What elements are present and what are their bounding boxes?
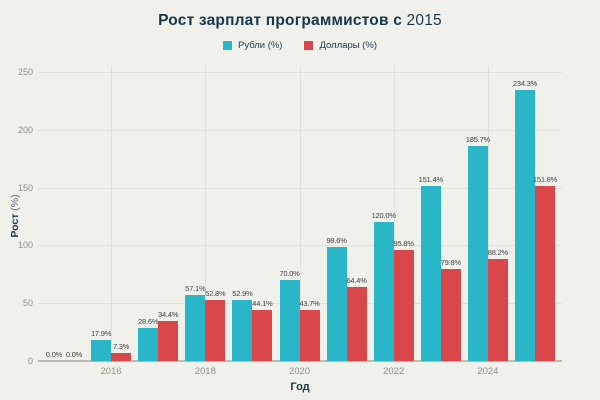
x-tick-2024: 2024 (477, 366, 499, 377)
rubles-swatch-icon (223, 41, 232, 50)
legend-label-rubles: Рубли (%) (238, 40, 283, 51)
x-tick-2020: 2020 (288, 366, 311, 377)
bar-rubles-2017 (138, 327, 159, 361)
dollars-swatch-icon (304, 41, 314, 50)
x-axis-baseline (38, 360, 562, 362)
y-tick-0: 0 (27, 356, 33, 366)
gridline-x-2018 (205, 66, 206, 361)
bar-label-rubles-2020: 70.0% (279, 269, 300, 279)
bar-label-rubles-2015: 0.0% (45, 350, 63, 359)
chart-title: Рост зарплат программистов с 2015 (0, 12, 600, 30)
bar-dollars-2016 (111, 352, 132, 361)
bar-label-dollars-2022: 95.8% (393, 239, 414, 249)
gridline-x-2022 (394, 66, 395, 361)
bar-label-rubles-2022: 120.0% (371, 211, 396, 221)
bar-label-rubles-2021: 98.6% (326, 236, 347, 246)
bar-rubles-2020 (279, 280, 300, 361)
bar-label-dollars-2023: 79.8% (440, 257, 461, 267)
bar-label-rubles-2018: 57.1% (185, 283, 206, 293)
x-tick-2016: 2016 (100, 366, 122, 377)
bar-label-rubles-2017: 28.6% (138, 316, 159, 326)
bar-dollars-2024 (487, 259, 508, 361)
bar-label-dollars-2019: 44.1% (252, 299, 273, 309)
bar-label-dollars-2020: 43.7% (299, 299, 320, 309)
bar-label-rubles-2016: 17.9% (90, 329, 112, 339)
bar-label-rubles-2024: 185.7% (465, 135, 491, 145)
bar-rubles-2019 (232, 299, 253, 361)
bar-dollars-2022 (393, 250, 414, 361)
bar-label-rubles-2023: 151.4% (418, 174, 443, 184)
bar-dollars-2020 (299, 310, 320, 361)
legend: Рубли (%) Доллары (%) (0, 40, 600, 51)
x-tick-2018: 2018 (194, 366, 216, 377)
bar-label-rubles-2019: 52.9% (232, 288, 253, 298)
bar-dollars-2023 (440, 268, 461, 361)
gridline-x-2020 (300, 66, 301, 361)
legend-item-rubles: Рубли (%) (223, 40, 282, 51)
bar-label-dollars-2015: 0.0% (65, 350, 83, 359)
bar-label-dollars-2016: 7.3% (112, 341, 130, 351)
gridline-x-2024 (488, 66, 489, 361)
chart-title-main: Рост зарплат программистов с (158, 12, 403, 29)
bar-label-dollars-2024: 88.2% (487, 248, 509, 258)
chart-title-year: 2015 (406, 12, 442, 29)
y-tick-200: 200 (17, 124, 33, 135)
bar-rubles-2025 (515, 90, 535, 361)
y-tick-250: 250 (17, 67, 33, 77)
bar-dollars-2021 (346, 286, 367, 361)
bar-rubles-2021 (326, 247, 347, 361)
bar-rubles-2024 (467, 146, 488, 361)
bar-label-dollars-2021: 64.4% (346, 275, 367, 285)
bar-rubles-2022 (373, 222, 394, 361)
bar-label-dollars-2017: 34.4% (158, 310, 179, 320)
y-tick-50: 50 (22, 298, 33, 309)
bar-label-dollars-2025: 151.8% (532, 174, 558, 184)
y-tick-150: 150 (17, 182, 33, 193)
bar-rubles-2018 (185, 294, 206, 361)
bar-dollars-2025 (535, 185, 555, 361)
bar-dollars-2017 (158, 321, 179, 361)
x-tick-2022: 2022 (383, 366, 405, 377)
bar-dollars-2018 (205, 299, 226, 361)
legend-label-dollars: Доллары (%) (319, 40, 377, 51)
y-tick-100: 100 (17, 240, 33, 251)
bar-rubles-2016 (91, 340, 112, 361)
bar-label-rubles-2025: 234.3% (512, 79, 538, 89)
bar-rubles-2023 (420, 185, 441, 361)
bar-label-dollars-2018: 52.8% (205, 288, 226, 298)
bar-dollars-2019 (252, 310, 273, 361)
x-axis-title: Год (290, 381, 310, 393)
legend-item-dollars: Доллары (%) (304, 40, 377, 51)
gridline-x-2016 (111, 66, 112, 361)
